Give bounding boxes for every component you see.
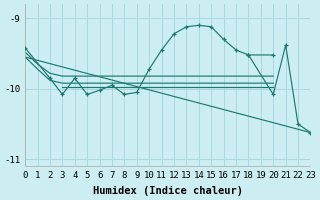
X-axis label: Humidex (Indice chaleur): Humidex (Indice chaleur) — [93, 186, 243, 196]
